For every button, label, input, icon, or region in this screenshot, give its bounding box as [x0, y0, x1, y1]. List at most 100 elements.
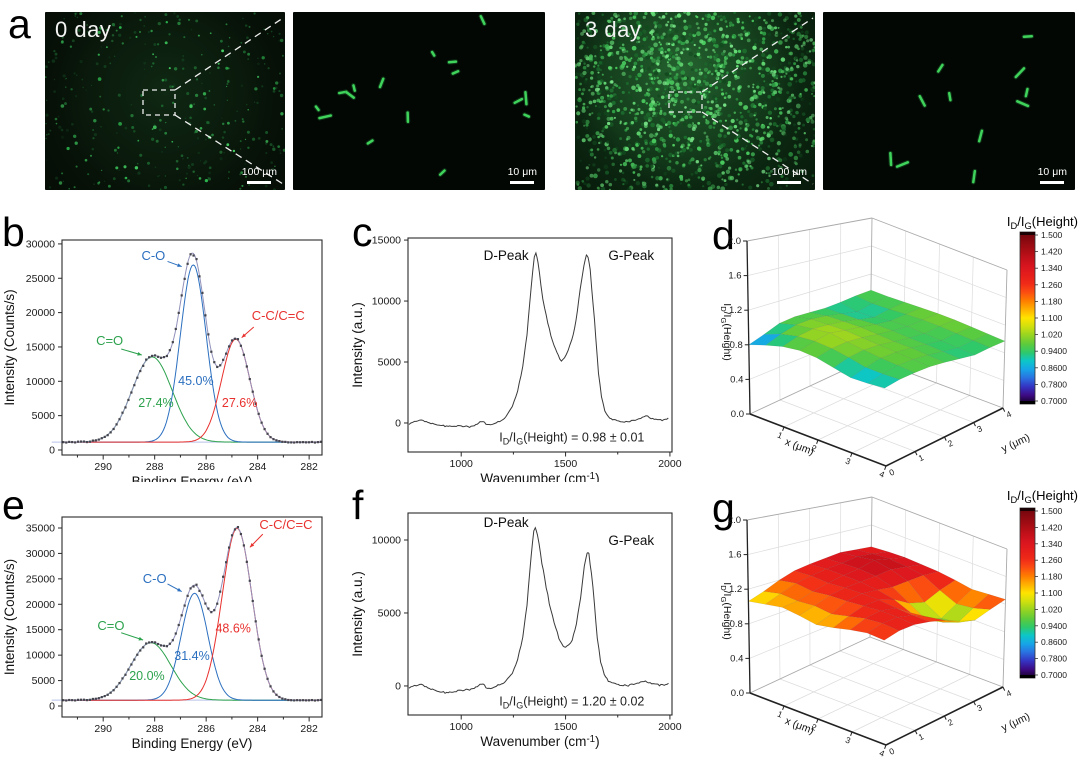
svg-text:C=O: C=O: [97, 618, 124, 633]
scale-bar: 100 μm: [241, 165, 277, 184]
svg-text:45.0%: 45.0%: [178, 374, 213, 388]
svg-text:x (μm): x (μm): [783, 715, 815, 737]
svg-text:C-C/C=C: C-C/C=C: [252, 308, 305, 323]
svg-text:C=O: C=O: [96, 333, 123, 348]
svg-text:D-Peak: D-Peak: [484, 248, 529, 263]
svg-text:290: 290: [94, 723, 112, 735]
svg-text:35000: 35000: [26, 522, 55, 534]
svg-text:0.7000: 0.7000: [1041, 396, 1067, 406]
svg-text:1.180: 1.180: [1041, 572, 1063, 582]
svg-text:0.4: 0.4: [730, 374, 743, 385]
svg-text:3: 3: [844, 735, 852, 746]
svg-text:0.7800: 0.7800: [1041, 654, 1067, 664]
svg-text:3: 3: [844, 456, 852, 467]
svg-text:4: 4: [878, 469, 886, 480]
svg-text:4: 4: [1004, 688, 1013, 699]
svg-text:1.340: 1.340: [1041, 263, 1063, 273]
svg-text:10000: 10000: [26, 650, 55, 662]
scale-bar-text: 100 μm: [771, 165, 807, 178]
micrograph-0day-overview: 0 day 100 μm: [45, 12, 285, 190]
svg-text:5000: 5000: [378, 607, 402, 619]
svg-text:Wavenumber (cm-1): Wavenumber (cm-1): [480, 471, 599, 482]
timepoint-label: 0 day: [55, 17, 112, 42]
svg-text:1.020: 1.020: [1041, 330, 1063, 340]
svg-text:D-Peak: D-Peak: [484, 515, 529, 530]
svg-text:x (μm): x (μm): [783, 436, 815, 458]
fluorescence-image: [888, 33, 1035, 185]
svg-text:5000: 5000: [378, 357, 402, 369]
svg-text:1.100: 1.100: [1041, 588, 1063, 598]
svg-text:1500: 1500: [554, 721, 578, 733]
svg-text:1: 1: [776, 430, 784, 441]
svg-text:288: 288: [146, 723, 164, 735]
scale-bar: 100 μm: [771, 165, 807, 184]
xps-chart-0day: 0 5000 10000 15000 20000 25000 30000 290 288 286 2…: [2, 238, 323, 482]
svg-text:284: 284: [249, 461, 267, 473]
scale-bar-line: [247, 180, 272, 184]
svg-text:1.180: 1.180: [1041, 296, 1063, 306]
svg-text:290: 290: [94, 461, 112, 473]
svg-text:ID/IG(Height) = 1.20 ± 0.02: ID/IG(Height) = 1.20 ± 0.02: [499, 695, 644, 711]
svg-text:1.020: 1.020: [1041, 604, 1063, 614]
panel-label-f: f: [352, 482, 364, 528]
svg-text:1.6: 1.6: [728, 550, 741, 561]
svg-text:27.6%: 27.6%: [222, 396, 257, 410]
svg-text:0.8600: 0.8600: [1041, 363, 1067, 373]
svg-text:Binding Energy (eV): Binding Energy (eV): [132, 736, 253, 751]
svg-text:2: 2: [946, 717, 955, 728]
svg-text:5000: 5000: [32, 410, 56, 422]
svg-text:Intensity (Counts/s): Intensity (Counts/s): [2, 559, 17, 675]
svg-text:1: 1: [776, 709, 784, 720]
svg-text:2000: 2000: [658, 458, 682, 470]
svg-text:15000: 15000: [26, 341, 55, 353]
svg-text:286: 286: [197, 461, 215, 473]
scale-bar-line: [510, 180, 535, 184]
svg-text:1000: 1000: [450, 721, 474, 733]
svg-text:ID/IG(Height): ID/IG(Height): [1007, 488, 1078, 505]
svg-text:ID/IG(Height): ID/IG(Height): [719, 303, 733, 360]
scale-bar-text: 100 μm: [241, 165, 277, 178]
xps-chart-3day: 0 5000 10000 15000 20000 25000 30000 35000 290 28…: [2, 516, 323, 751]
zoom-callout: [142, 17, 284, 185]
svg-text:2: 2: [810, 722, 818, 733]
scale-bar-text: 10 μm: [1037, 165, 1067, 178]
svg-text:1: 1: [917, 452, 926, 463]
svg-text:20000: 20000: [26, 599, 55, 611]
svg-text:4: 4: [1004, 409, 1013, 420]
svg-text:3: 3: [975, 423, 984, 434]
panel-label-g: g: [712, 485, 735, 531]
svg-text:1.500: 1.500: [1041, 506, 1063, 516]
svg-text:1.100: 1.100: [1041, 313, 1063, 323]
svg-text:282: 282: [300, 461, 318, 473]
svg-text:1.340: 1.340: [1041, 539, 1063, 549]
svg-text:0.7800: 0.7800: [1041, 379, 1067, 389]
micrograph-3day-overview: 3 day 100 μm: [575, 12, 815, 190]
svg-text:0.8: 0.8: [730, 619, 743, 630]
svg-text:31.4%: 31.4%: [174, 649, 209, 663]
svg-text:1.500: 1.500: [1041, 230, 1063, 240]
svg-text:0.9400: 0.9400: [1041, 346, 1067, 356]
svg-text:25000: 25000: [26, 573, 55, 585]
scale-bar: 10 μm: [1037, 165, 1067, 184]
svg-text:0: 0: [887, 467, 896, 478]
svg-text:2: 2: [946, 438, 955, 449]
svg-text:0: 0: [49, 701, 55, 713]
svg-text:10000: 10000: [26, 376, 55, 388]
svg-text:C-O: C-O: [143, 571, 167, 586]
svg-text:1.2: 1.2: [729, 584, 742, 595]
svg-text:Intensity (Counts/s): Intensity (Counts/s): [2, 289, 17, 405]
svg-text:Binding Energy (eV): Binding Energy (eV): [132, 474, 253, 482]
svg-text:2: 2: [810, 443, 818, 454]
svg-text:2000: 2000: [658, 721, 682, 733]
svg-text:1.2: 1.2: [729, 305, 742, 316]
panel-label-c: c: [352, 209, 373, 255]
svg-text:2.0: 2.0: [728, 236, 741, 247]
svg-text:10000: 10000: [372, 535, 401, 547]
fluorescence-image: [45, 12, 285, 190]
scale-bar-line: [777, 180, 802, 184]
svg-text:282: 282: [300, 723, 318, 735]
panel-label-b: b: [2, 209, 25, 255]
svg-text:0.8: 0.8: [730, 340, 743, 351]
